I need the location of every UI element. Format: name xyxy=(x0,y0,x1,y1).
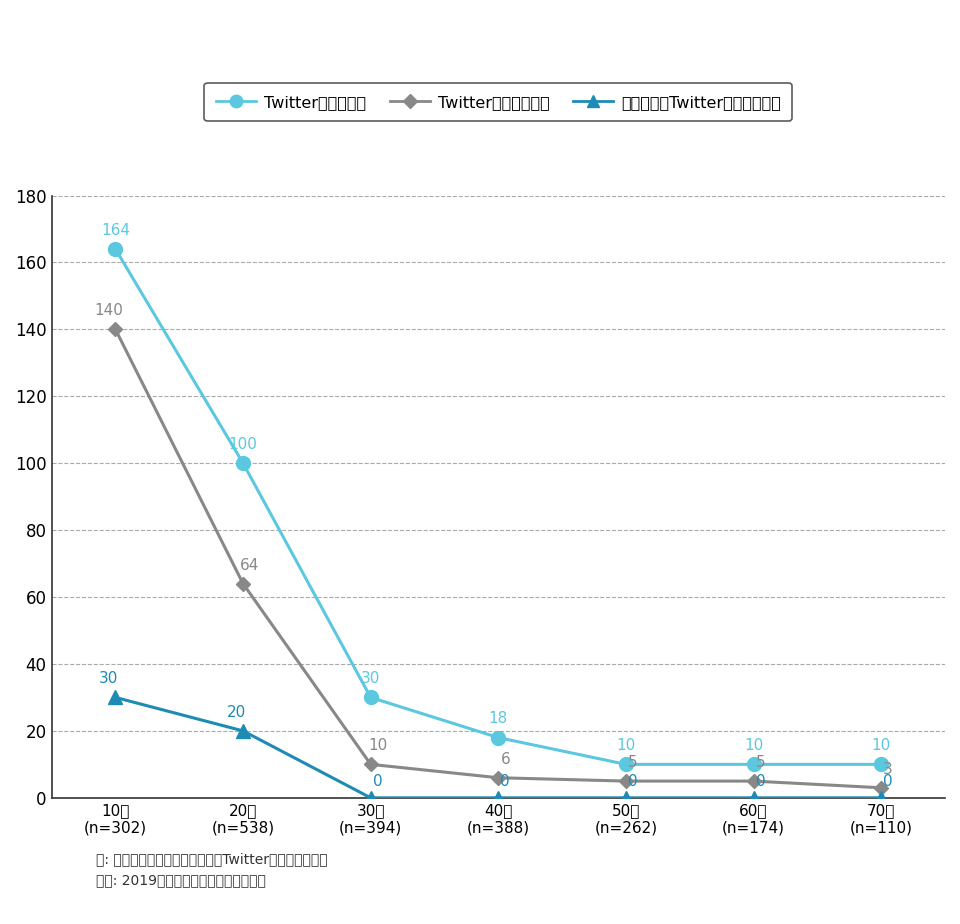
Text: 10: 10 xyxy=(872,738,891,753)
Text: 注: スマホ・ケータイ所有者かつTwitter利用者が回答。
出所: 2019年一般向けモバイル動向調査: 注: スマホ・ケータイ所有者かつTwitter利用者が回答。 出所: 2019年… xyxy=(96,853,327,887)
Text: 20: 20 xyxy=(227,705,246,720)
面識のあるTwitterフォロワー数 xyxy=(237,725,249,736)
Twitterフォロワー数 xyxy=(109,323,121,334)
Text: 10: 10 xyxy=(744,738,763,753)
Twitterフォロー数 xyxy=(620,759,632,770)
面識のあるTwitterフォロワー数 xyxy=(492,792,504,803)
Line: 面識のあるTwitterフォロワー数: 面識のあるTwitterフォロワー数 xyxy=(108,690,888,805)
Text: 6: 6 xyxy=(500,751,510,767)
面識のあるTwitterフォロワー数 xyxy=(620,792,632,803)
面識のあるTwitterフォロワー数 xyxy=(876,792,887,803)
面識のあるTwitterフォロワー数 xyxy=(109,692,121,703)
Twitterフォロワー数 xyxy=(365,759,376,770)
Text: 0: 0 xyxy=(372,774,382,789)
Text: 18: 18 xyxy=(489,711,508,726)
Line: Twitterフォロー数: Twitterフォロー数 xyxy=(108,242,888,772)
Twitterフォロー数 xyxy=(237,457,249,468)
Text: 5: 5 xyxy=(756,755,765,770)
面識のあるTwitterフォロワー数 xyxy=(748,792,759,803)
面識のあるTwitterフォロワー数 xyxy=(365,792,376,803)
Text: 5: 5 xyxy=(628,755,637,770)
Text: 164: 164 xyxy=(101,223,130,238)
Text: 10: 10 xyxy=(616,738,636,753)
Text: 30: 30 xyxy=(99,672,118,687)
Text: 0: 0 xyxy=(500,774,510,789)
Twitterフォロー数 xyxy=(492,732,504,743)
Twitterフォロー数 xyxy=(876,759,887,770)
Text: 30: 30 xyxy=(361,672,380,687)
Text: 140: 140 xyxy=(94,303,123,318)
Line: Twitterフォロワー数: Twitterフォロワー数 xyxy=(110,324,886,793)
Text: 0: 0 xyxy=(628,774,637,789)
Twitterフォロワー数 xyxy=(748,775,759,786)
Twitterフォロー数 xyxy=(748,759,759,770)
Twitterフォロワー数 xyxy=(876,783,887,794)
Legend: Twitterフォロー数, Twitterフォロワー数, 面識のあるTwitterフォロワー数: Twitterフォロー数, Twitterフォロワー数, 面識のあるTwitte… xyxy=(204,83,792,121)
Text: 3: 3 xyxy=(883,761,893,777)
Twitterフォロワー数 xyxy=(492,772,504,784)
Text: 64: 64 xyxy=(240,557,260,573)
Twitterフォロワー数 xyxy=(620,775,632,786)
Twitterフォロー数 xyxy=(365,692,376,703)
Text: 0: 0 xyxy=(756,774,765,789)
Text: 100: 100 xyxy=(228,437,257,452)
Twitterフォロー数 xyxy=(109,244,121,255)
Text: 0: 0 xyxy=(883,774,893,789)
Twitterフォロワー数 xyxy=(237,578,249,590)
Text: 10: 10 xyxy=(368,738,387,753)
